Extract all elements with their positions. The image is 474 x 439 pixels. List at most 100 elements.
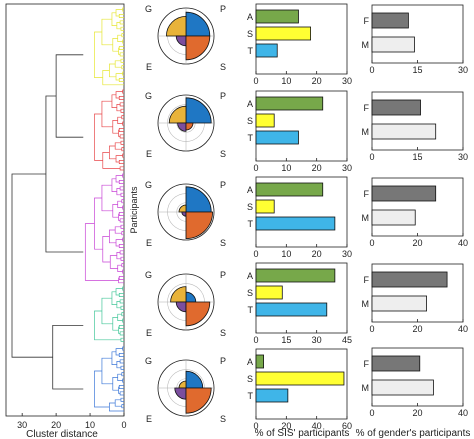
- sis-bar-T: [255, 388, 289, 403]
- gender-bar-chart-2: F M 0 15 30: [362, 91, 468, 162]
- dendrogram-link: [94, 31, 103, 78]
- dendrogram-link: [118, 212, 124, 216]
- dendrogram-link: [120, 192, 124, 197]
- sis-tick-label: 0: [253, 163, 258, 173]
- polar-segment-G: [168, 105, 187, 124]
- polar-segment-E: [181, 211, 187, 217]
- dendrogram-link: [116, 188, 121, 196]
- polar-label-g: G: [145, 180, 152, 190]
- dendrogram-link: [120, 337, 124, 342]
- sis-bar-T: [255, 43, 278, 58]
- gender-bar-M: [371, 36, 415, 53]
- dendrogram-link: [101, 184, 113, 212]
- dendrogram-link: [121, 199, 124, 204]
- polar-segment-S: [185, 211, 214, 240]
- gender-bar-F: [371, 355, 421, 372]
- dendrogram-link: [118, 14, 124, 18]
- dendrogram-link: [119, 391, 124, 396]
- dendrogram-link: [118, 96, 124, 100]
- dendrogram: 30 20 10 0: [5, 3, 127, 430]
- polar-label-p: P: [220, 4, 226, 14]
- gender-tick-label: 40: [458, 408, 468, 418]
- dendrogram-link: [121, 33, 124, 38]
- dendrogram-tick-label: 20: [51, 420, 61, 430]
- polar-chart-1: G P E S: [145, 4, 226, 72]
- dendrogram-link: [118, 326, 121, 334]
- polar-segment-P: [185, 291, 197, 303]
- polar-segment-G: [170, 286, 187, 303]
- polar-label-g: G: [145, 356, 152, 366]
- gender-category-label: M: [362, 40, 370, 50]
- sis-category-label: A: [247, 185, 253, 195]
- gender-bar-F: [371, 12, 409, 29]
- dendrogram-link: [121, 404, 124, 409]
- sis-bar-chart-2: AST 0 10 20 30: [247, 90, 352, 173]
- gender-tick-label: 0: [369, 65, 374, 75]
- gender-tick-label: 20: [412, 408, 422, 418]
- sis-bar-T: [255, 216, 336, 231]
- dendrogram-link: [118, 325, 124, 329]
- dendrogram-link: [101, 18, 113, 46]
- polar-label-s: S: [220, 238, 226, 248]
- sis-bar-T: [255, 130, 299, 145]
- sis-tick-label: 30: [342, 163, 352, 173]
- dendrogram-link: [119, 134, 124, 139]
- dendrogram-frame: [5, 3, 125, 417]
- dendrogram-link: [120, 305, 124, 310]
- sis-tick-label: 45: [342, 335, 352, 345]
- polar-label-g: G: [145, 91, 152, 101]
- polar-chart-5: G P E S: [145, 356, 226, 424]
- dendrogram-link: [114, 226, 122, 234]
- dendrogram-link: [118, 160, 124, 164]
- sis-bar-chart-3: AST 0 10 20 30: [247, 176, 352, 259]
- dendrogram-tick-label: 30: [17, 420, 27, 430]
- sis-xlabel: % of SIS' participants: [255, 428, 350, 439]
- gender-category-label: M: [362, 383, 370, 393]
- sis-category-label: A: [247, 12, 253, 22]
- sis-tick-label: 0: [253, 335, 258, 345]
- dendrogram-link: [116, 22, 121, 30]
- sis-tick-label: 30: [312, 335, 322, 345]
- sis-category-label: T: [248, 305, 254, 315]
- sis-category-label: S: [247, 374, 253, 384]
- polar-label-s: S: [220, 149, 226, 159]
- polar-segment-P: [185, 11, 211, 37]
- gender-tick-label: 15: [412, 152, 422, 162]
- sis-category-label: A: [247, 271, 253, 281]
- gender-bar-F: [371, 271, 448, 288]
- polar-label-p: P: [220, 270, 226, 280]
- dendrogram-link: [111, 291, 117, 305]
- dendrogram-link: [118, 129, 121, 137]
- polar-chart-2: G P E S: [145, 91, 226, 159]
- sis-tick-label: 40: [312, 421, 322, 431]
- dendrogram-tick-label: 10: [85, 420, 95, 430]
- polar-label-e: E: [146, 414, 152, 424]
- polar-label-e: E: [146, 149, 152, 159]
- dendrogram-link: [114, 399, 122, 407]
- gender-bar-charts: F M 0 15 30 F M 0 15 30 F M 0 20 40 F M 0 20 40 F M 0 20 40: [362, 4, 468, 418]
- dendrogram-link: [109, 255, 118, 269]
- sis-category-label: S: [247, 116, 253, 126]
- dendrogram-link: [118, 78, 124, 82]
- polar-label-s: S: [220, 414, 226, 424]
- dendrogram-link: [94, 197, 103, 250]
- sis-tick-label: 30: [342, 249, 352, 259]
- sis-tick-label: 0: [253, 421, 258, 431]
- dendrogram-link: [119, 359, 124, 364]
- sis-category-label: T: [248, 133, 254, 143]
- sis-bar-S: [255, 371, 345, 386]
- sis-tick-label: 0: [253, 76, 258, 86]
- sis-bar-A: [255, 354, 264, 369]
- dendrogram-link: [111, 178, 117, 192]
- sis-bar-S: [255, 113, 275, 128]
- gender-tick-label: 20: [412, 238, 422, 248]
- gender-category-label: F: [364, 16, 370, 26]
- dendrogram-link: [118, 47, 121, 55]
- polar-segment-P: [185, 370, 204, 389]
- sis-category-label: T: [248, 219, 254, 229]
- dendrogram-link: [111, 94, 117, 108]
- gender-tick-label: 40: [458, 238, 468, 248]
- sis-bar-A: [255, 182, 324, 197]
- polar-charts: G P E S G P E S G P E S G P E S G P E S: [145, 4, 226, 424]
